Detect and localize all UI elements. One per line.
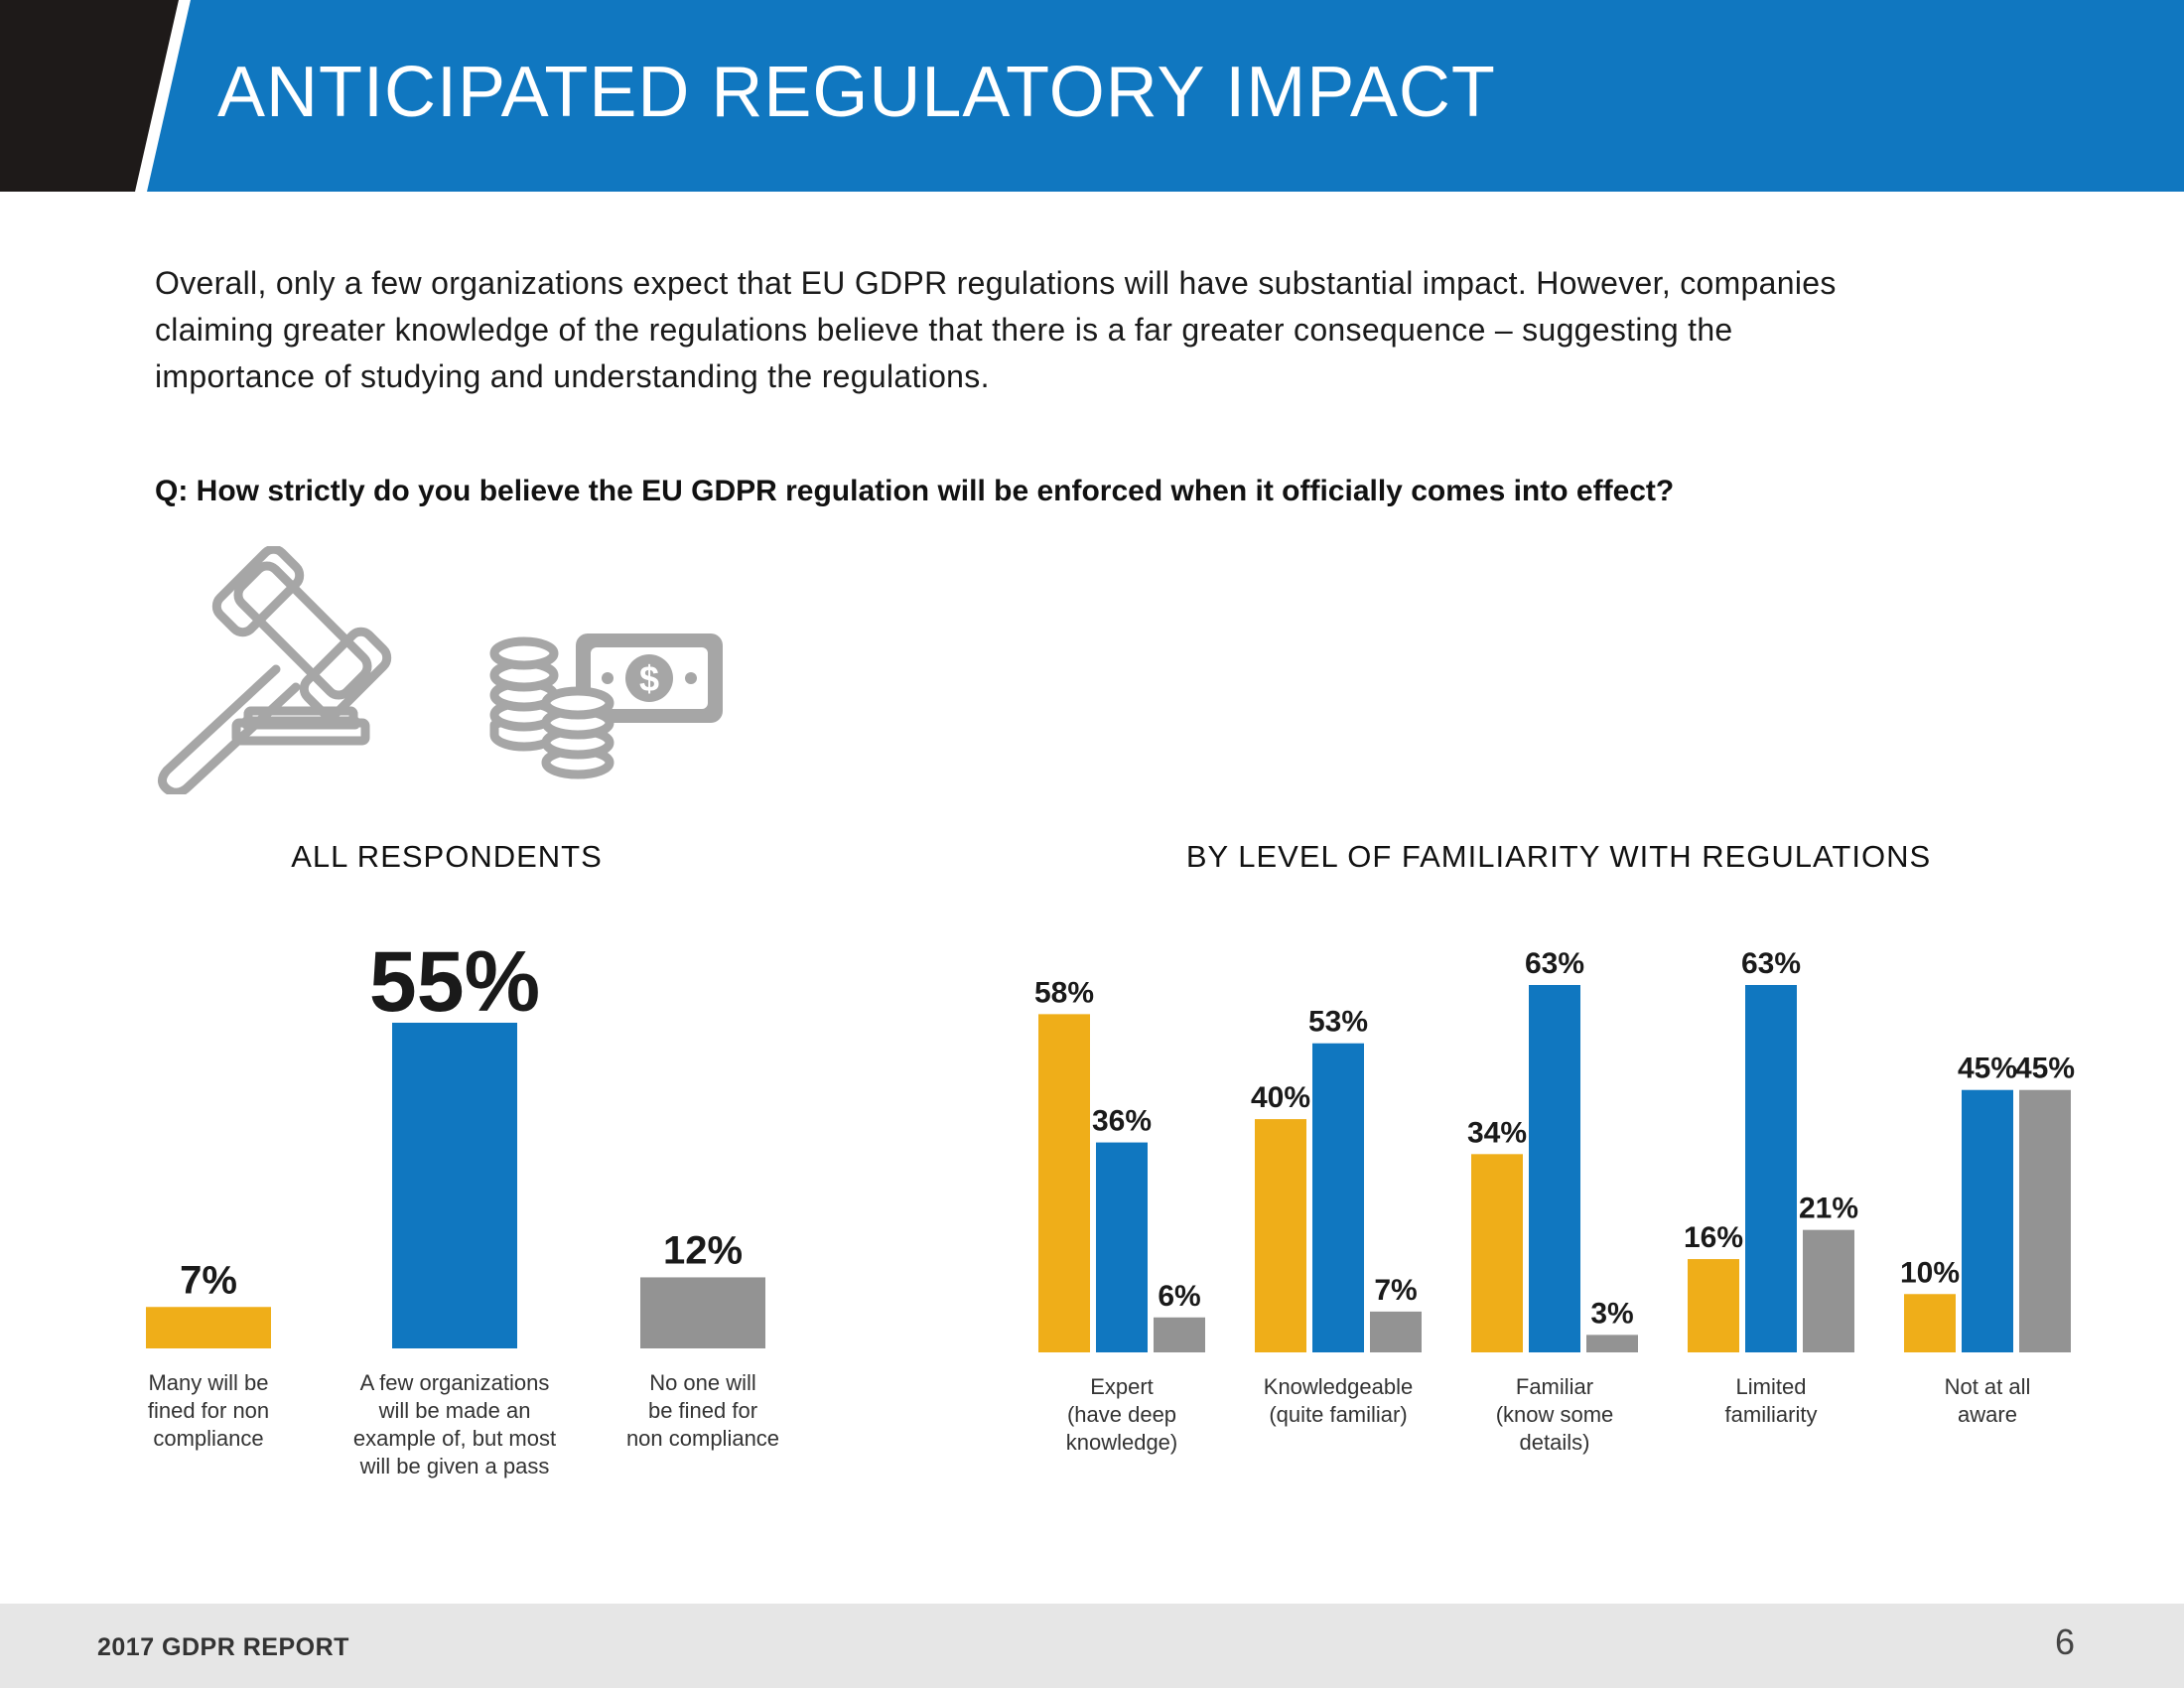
category-label: be fined for [648,1398,757,1423]
data-label: 63% [1525,947,1584,980]
header-blue-block [147,0,2184,192]
bar [1471,1154,1523,1352]
bar [1255,1119,1306,1352]
bar [1370,1311,1422,1352]
category-label: (know some [1496,1402,1614,1427]
category-label: aware [1958,1402,2017,1427]
category-label: (have deep [1067,1402,1176,1427]
bar [640,1277,765,1348]
category-label: A few organizations [360,1370,550,1395]
bar [1962,1089,2013,1352]
category-label: Familiar [1516,1374,1593,1399]
category-label: example of, but most [353,1426,556,1451]
survey-question: Q: How strictly do you believe the EU GD… [155,475,1675,507]
bar [2019,1089,2071,1352]
bar [1586,1335,1638,1352]
category-label: Limited [1736,1374,1807,1399]
all-respondents-chart: 7% Many will be fined for non compliance 55%… [146,934,779,1478]
money-icon: $ [489,633,723,779]
category-label: non compliance [626,1426,779,1451]
bar [1904,1294,1956,1352]
data-label: 53% [1308,1006,1368,1039]
data-label: 3% [1590,1297,1633,1330]
bar [1038,1014,1090,1352]
category-label: compliance [153,1426,263,1451]
category-label: Knowledgeable [1264,1374,1413,1399]
category-label: details) [1520,1430,1590,1455]
data-label: 55% [369,934,540,1030]
footer-report-title: 2017 GDPR REPORT [97,1633,349,1661]
data-label: 21% [1799,1193,1858,1225]
data-label: 40% [1251,1081,1310,1114]
familiarity-chart: 58% 36% 6% Expert (have deep knowledge) 40% 53%… [1034,947,2075,1455]
footer: 2017 GDPR REPORT 6 [0,1604,2184,1688]
category-label: (quite familiar) [1269,1402,1407,1427]
bar [1745,985,1797,1352]
data-label: 7% [1374,1274,1417,1307]
category-label: will be given a pass [359,1454,550,1478]
category-label: Not at all [1945,1374,2031,1399]
data-label: 34% [1467,1116,1527,1149]
category-label: Expert [1090,1374,1154,1399]
data-label: 58% [1034,976,1094,1009]
gavel-icon [158,544,392,797]
category-label: fined for non [148,1398,269,1423]
page-title: ANTICIPATED REGULATORY IMPACT [217,53,1496,132]
illustration: $ [158,544,723,797]
data-label: 12% [663,1228,743,1272]
bar [392,1023,517,1348]
bar [1096,1142,1148,1352]
icon-group: $ [149,544,745,797]
data-label: 45% [2015,1053,2075,1085]
category-label: knowledge) [1066,1430,1178,1455]
chart-title-familiarity: BY LEVEL OF FAMILIARITY WITH REGULATIONS [1185,839,1932,874]
data-label: 36% [1092,1105,1152,1138]
header-shapes [0,0,2184,192]
category-label: familiarity [1725,1402,1818,1427]
data-label: 10% [1900,1256,1960,1289]
chart-title-all-respondents: ALL RESPONDENTS [291,839,603,874]
data-label: 45% [1958,1053,2017,1085]
header-dark-block [0,0,179,192]
bar [146,1307,271,1348]
bar [1803,1229,1854,1352]
bar [1529,985,1580,1352]
intro-paragraph: Overall, only a few organizations expect… [155,260,2081,400]
intro-line: importance of studying and understanding… [155,358,990,394]
data-label: 63% [1741,947,1801,980]
data-label: 6% [1158,1280,1200,1313]
category-label: Many will be [148,1370,268,1395]
intro-line: Overall, only a few organizations expect… [155,265,1837,301]
header-banner: ANTICIPATED REGULATORY IMPACT [0,0,2184,192]
bar [1154,1317,1205,1352]
bar [1688,1259,1739,1352]
intro-line: claiming greater knowledge of the regula… [155,312,1733,348]
category-label: No one will [649,1370,756,1395]
svg-text:$: $ [639,658,659,699]
category-label: will be made an [378,1398,531,1423]
bar [1312,1043,1364,1352]
page-number: 6 [2054,1621,2075,1662]
data-label: 7% [180,1258,237,1302]
data-label: 16% [1684,1221,1743,1254]
